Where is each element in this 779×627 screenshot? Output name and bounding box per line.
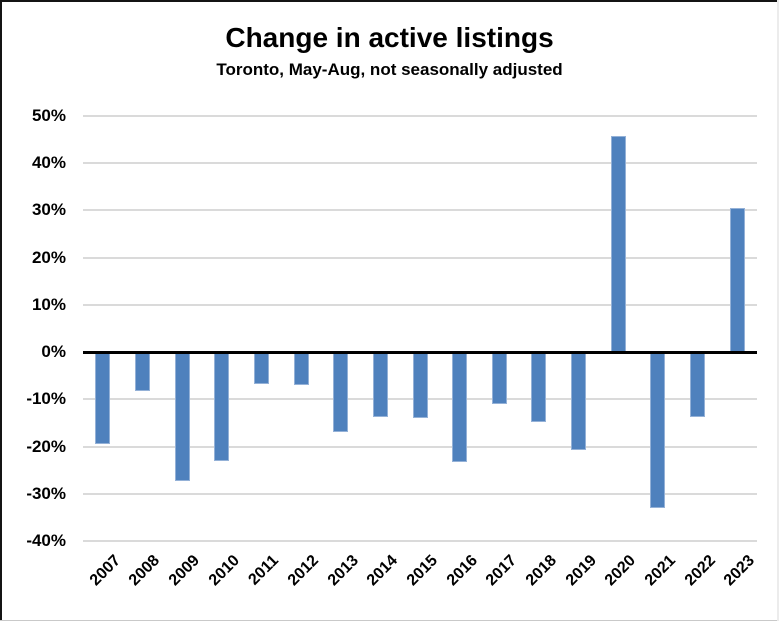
bar-2012 <box>293 353 309 386</box>
y-tick-label: 10% <box>31 294 66 314</box>
bar-2013 <box>333 353 349 433</box>
bar-2015 <box>412 353 428 419</box>
bar-2014 <box>372 353 388 418</box>
zero-axis-line <box>83 351 757 355</box>
bar-2023 <box>729 207 745 353</box>
gridline <box>83 540 757 542</box>
bar-2017 <box>491 353 507 405</box>
y-tick-label: 20% <box>31 247 66 267</box>
y-tick-label: -40% <box>26 531 66 550</box>
image-border-bottom <box>0 620 779 621</box>
image-border-left <box>0 0 2 621</box>
gridline <box>83 115 757 117</box>
gridline <box>83 162 757 165</box>
image-border-top <box>0 0 779 2</box>
chart-subtitle: Toronto, May-Aug, not seasonally adjuste… <box>216 60 563 79</box>
bar-2018 <box>531 353 547 422</box>
gridline <box>83 445 757 448</box>
gridline <box>83 256 757 259</box>
bar-2022 <box>690 353 706 418</box>
y-tick-label: 0% <box>41 342 66 362</box>
gridline <box>83 303 757 306</box>
bar-2010 <box>214 353 230 461</box>
image-border-right <box>777 0 779 621</box>
bar-2009 <box>174 353 190 482</box>
y-tick-label: -10% <box>26 389 66 409</box>
y-tick-label: -20% <box>26 436 66 456</box>
bar-2021 <box>650 353 666 508</box>
bar-2020 <box>610 136 626 353</box>
gridline <box>83 209 757 212</box>
y-tick-label: 30% <box>31 200 66 220</box>
gridline <box>83 492 757 495</box>
bar-2016 <box>452 353 468 462</box>
bar-2007 <box>95 353 111 445</box>
bar-2019 <box>571 353 587 451</box>
y-tick-label: -30% <box>26 483 66 503</box>
y-tick-label: 50% <box>31 106 66 125</box>
chart-title: Change in active listings <box>225 22 554 53</box>
bar-2011 <box>253 353 269 385</box>
y-tick-label: 40% <box>31 153 66 173</box>
bar-2008 <box>134 353 150 392</box>
